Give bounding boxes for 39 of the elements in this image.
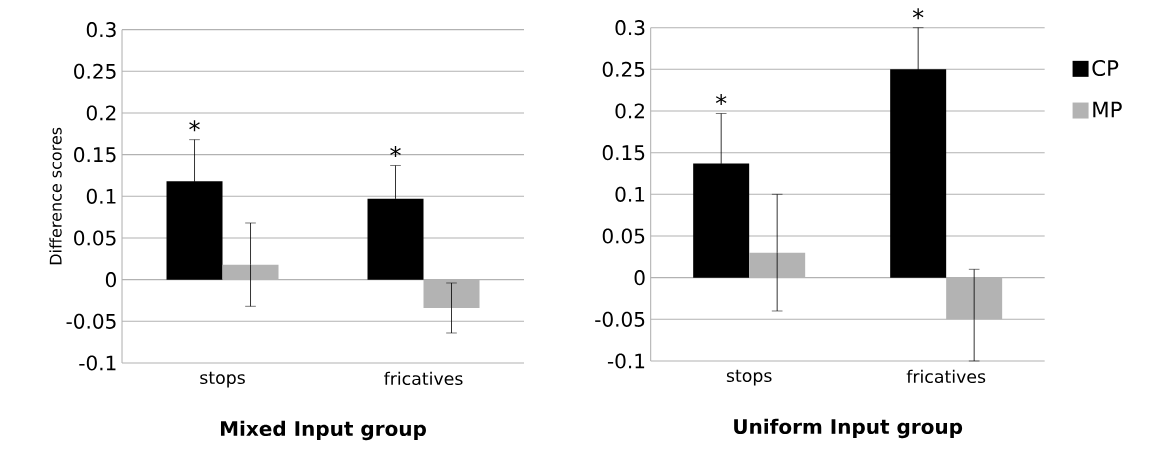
legend-label: CP [1092, 59, 1119, 77]
y-tick-label: 0.1 [86, 188, 116, 204]
x-axis-title: Uniform Input group [734, 418, 963, 439]
x-tick-label: fricatives [384, 371, 463, 386]
y-tick-label: 0.05 [74, 230, 116, 246]
y-tick-label: -0.1 [79, 355, 116, 371]
y-tick-label: 0.1 [615, 186, 645, 202]
y-tick-label: -0.05 [595, 311, 645, 327]
bar [367, 198, 424, 280]
y-tick-label: 0 [105, 272, 116, 288]
y-tick-label: -0.05 [66, 313, 116, 329]
bar [423, 279, 480, 308]
y-tick-label: 0.2 [615, 103, 644, 119]
annotation: * [189, 120, 200, 132]
bar [166, 181, 223, 280]
y-tick-label: 0.3 [615, 20, 645, 36]
y-tick-label: 0.15 [602, 145, 645, 161]
y-tick-label: 0.3 [86, 22, 116, 38]
annotation: * [715, 94, 727, 106]
y-tick-label: 0.05 [602, 228, 645, 244]
y-tick-label: 0.2 [86, 105, 116, 121]
x-tick-label: stops [726, 369, 772, 386]
x-tick-label: fricatives [906, 369, 986, 384]
x-axis-title: Mixed Input group [220, 420, 426, 441]
bar [749, 252, 806, 278]
text: * [912, 8, 924, 20]
legend-label: MP [1093, 101, 1122, 118]
y-tick-label: 0.25 [74, 63, 116, 79]
bar [946, 277, 1003, 320]
y-tick-label: 0.25 [602, 61, 645, 77]
y-tick-label: 0 [634, 270, 645, 286]
y-tick-label: -0.1 [607, 353, 645, 369]
bar [693, 163, 750, 278]
y-axis-title: Difference scores [49, 127, 62, 265]
x-tick-label: stops [200, 371, 245, 388]
bar [222, 264, 279, 280]
annotation: * [390, 146, 401, 158]
y-tick-label: 0.15 [74, 147, 116, 163]
bar [890, 69, 947, 278]
